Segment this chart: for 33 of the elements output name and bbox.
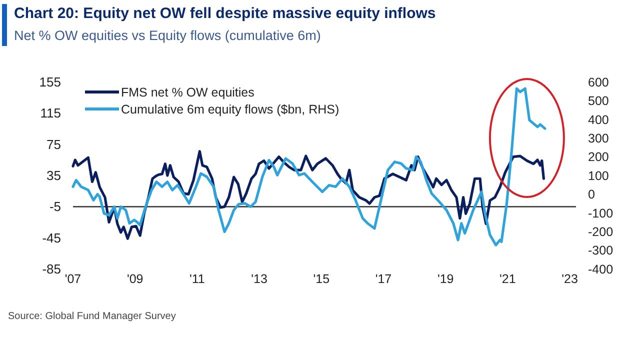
y-tick-label: -5	[49, 199, 61, 214]
y-tick-label: 115	[40, 106, 61, 121]
x-tick-label: '21	[500, 272, 516, 286]
y-tick-label: 155	[39, 74, 61, 90]
y2-tick-label: 500	[588, 94, 609, 108]
x-tick-label: '09	[126, 272, 144, 286]
chart-title: Chart 20: Equity net OW fell despite massive equity inflows	[14, 5, 436, 22]
y2-tick-label: -200	[588, 224, 614, 239]
source-note: Source: Global Fund Manager Survey	[8, 311, 176, 322]
y2-tick-label: 300	[588, 131, 609, 146]
y2-tick-label: 0	[588, 188, 595, 202]
x-tick-label: '19	[437, 272, 454, 286]
x-tick-label: '15	[313, 272, 330, 286]
y2-tick-label: -100	[588, 206, 614, 220]
chart-subtitle: Net % OW equities vs Equity flows (cumulative 6m)	[14, 28, 321, 43]
y-tick-label: -85	[42, 262, 61, 277]
y-tick-label: 75	[46, 136, 61, 152]
line-series	[72, 87, 546, 246]
y2-tick-label: -300	[588, 244, 614, 258]
y2-tick-label: -400	[588, 262, 614, 276]
x-tick-label: '11	[190, 272, 205, 286]
legend-label: FMS net % OW equities	[121, 85, 254, 100]
legend-label: Cumulative 6m equity flows ($bn, RHS)	[121, 102, 340, 116]
y-tick-label: 35	[46, 168, 61, 184]
y-tick-label: -45	[42, 230, 61, 246]
x-tick-label: '07	[64, 272, 82, 286]
y2-tick-label: 200	[588, 150, 609, 164]
y2-tick-label: 600	[588, 75, 609, 90]
x-tick-label: '17	[375, 272, 392, 286]
y2-tick-label: 400	[588, 112, 609, 127]
x-tick-label: '13	[251, 272, 268, 286]
y2-tick-label: 100	[588, 168, 609, 183]
x-tick-label: '23	[562, 272, 578, 286]
